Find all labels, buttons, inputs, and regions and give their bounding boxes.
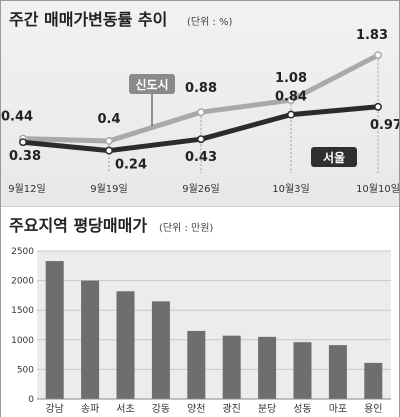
x-tick-label: 양천 [187, 403, 205, 415]
bar [81, 280, 100, 399]
data-label-new-town: 0.4 [97, 112, 120, 127]
legend-badge-new-town-box [129, 74, 175, 94]
bar [293, 342, 312, 399]
point-new-town [197, 108, 205, 117]
x-tick-label: 9월26일 [182, 183, 220, 195]
bar [364, 362, 383, 399]
point-seoul [374, 102, 382, 111]
x-tick-label: 10월3일 [272, 183, 310, 195]
bar [187, 330, 206, 399]
legend-badge-new-town: 신도시 [129, 74, 175, 126]
y-tick-label: 1500 [11, 306, 34, 316]
bar [151, 301, 170, 399]
point-seoul [19, 138, 27, 147]
point-seoul [197, 135, 205, 144]
data-label-seoul: 0.97 [370, 118, 399, 133]
point-new-town [287, 96, 295, 105]
price-per-pyeong-chart: 주요지역 평당매매가 (단위 : 만원) 0 500 1000 1500 2000 250… [9, 216, 391, 415]
legend-badge-seoul-box [311, 147, 357, 167]
x-tick-label: 분당 [258, 403, 276, 415]
data-label-new-town: 1.83 [356, 28, 388, 43]
x-tick-label: 강남 [45, 403, 63, 415]
legend-label-new-town: 신도시 [135, 77, 168, 92]
bar [116, 291, 135, 399]
y-tick-label: 2500 [11, 247, 34, 257]
data-label-seoul: 0.43 [185, 150, 217, 165]
x-tick-label: 10월10일 [356, 183, 399, 195]
y-tick-label: 500 [17, 365, 34, 375]
bar-chart-title: 주요지역 평당매매가 [9, 216, 147, 235]
legend-badge-seoul: 서울 [311, 147, 357, 167]
bar [45, 261, 64, 399]
x-tick-label: 9월12일 [8, 183, 46, 195]
price-per-pyeong-panel: 주요지역 평당매매가 (단위 : 만원) 0 500 1000 1500 2000 250… [1, 206, 399, 417]
data-label-seoul: 0.24 [115, 158, 147, 173]
legend-label-seoul: 서울 [323, 150, 345, 165]
weekly-change-chart: 주간 매매가변동률 추이 (단위 : %) 0.44 0.4 0.88 1.08 1.8… [1, 1, 399, 206]
line-chart-title: 주간 매매가변동률 추이 [9, 10, 167, 29]
x-tick-label: 성동 [293, 403, 311, 415]
bar [222, 335, 241, 399]
x-tick-label: 광진 [222, 403, 240, 415]
line-chart-background [1, 1, 399, 206]
data-label-seoul: 0.84 [275, 90, 307, 105]
x-tick-label: 송파 [81, 403, 99, 415]
x-tick-label: 9월19일 [90, 183, 128, 195]
data-label-new-town: 1.08 [275, 71, 307, 86]
bar [258, 336, 277, 399]
point-seoul [105, 146, 113, 155]
data-label-new-town: 0.88 [185, 81, 217, 96]
weekly-change-panel: 주간 매매가변동률 추이 (단위 : %) 0.44 0.4 0.88 1.08 1.8… [1, 1, 399, 206]
x-tick-label: 마포 [329, 403, 347, 415]
point-new-town [105, 137, 113, 145]
data-label-new-town: 0.44 [1, 110, 33, 125]
data-label-seoul: 0.38 [9, 149, 41, 164]
x-tick-label: 서초 [116, 403, 134, 415]
y-tick-label: 2000 [11, 277, 34, 287]
x-tick-label: 용인 [364, 403, 382, 415]
bar [328, 345, 347, 399]
point-seoul [287, 110, 295, 119]
bar-chart-unit: (단위 : 만원) [159, 221, 213, 234]
point-new-town [374, 51, 382, 60]
line-chart-unit: (단위 : %) [187, 15, 233, 28]
y-tick-label: 0 [28, 395, 34, 405]
x-tick-label: 강동 [152, 403, 170, 415]
y-tick-label: 1000 [11, 336, 34, 346]
